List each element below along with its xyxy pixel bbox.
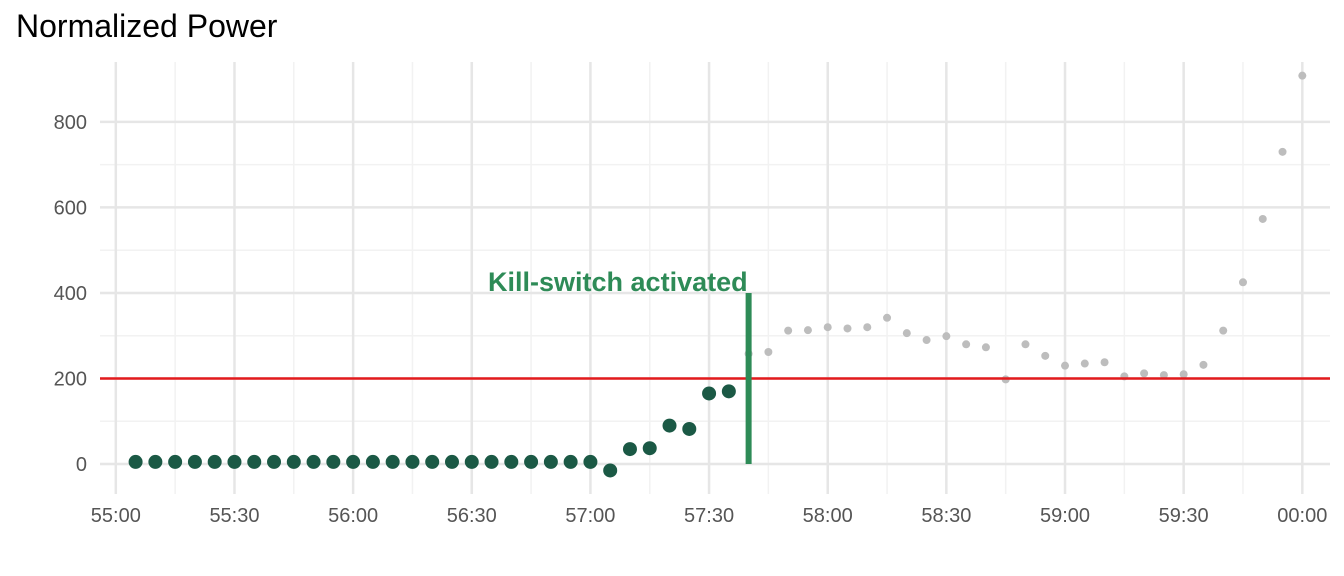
x-tick-label: 56:30 <box>447 505 497 527</box>
data-point-after-kill <box>843 324 852 333</box>
data-point-after-kill <box>1298 71 1307 80</box>
data-point-before-kill <box>148 454 163 469</box>
data-point-after-kill <box>764 347 773 356</box>
data-point-after-kill <box>902 329 911 338</box>
x-tick-label: 57:30 <box>684 505 734 527</box>
y-tick-label: 800 <box>54 112 87 134</box>
data-point-before-kill <box>444 454 459 469</box>
x-tick-label: 58:00 <box>803 505 853 527</box>
data-point-before-kill <box>721 384 736 399</box>
data-point-after-kill <box>803 326 812 335</box>
data-point-before-kill <box>563 454 578 469</box>
data-point-after-kill <box>1140 369 1149 378</box>
data-point-after-kill <box>942 332 951 341</box>
y-tick-label: 400 <box>54 283 87 305</box>
data-point-before-kill <box>405 454 420 469</box>
data-point-before-kill <box>187 454 202 469</box>
x-tick-label: 59:00 <box>1040 505 1090 527</box>
x-tick-label: 00:00 <box>1277 505 1327 527</box>
data-point-after-kill <box>1021 340 1030 349</box>
data-point-before-kill <box>227 454 242 469</box>
x-tick-label: 55:00 <box>91 505 141 527</box>
data-point-before-kill <box>583 454 598 469</box>
data-point-before-kill <box>306 454 321 469</box>
y-tick-label: 600 <box>54 197 87 219</box>
data-point-after-kill <box>863 323 872 332</box>
y-tick-label: 0 <box>76 454 87 476</box>
data-point-after-kill <box>1199 360 1208 369</box>
x-tick-label: 55:30 <box>209 505 259 527</box>
data-point-before-kill <box>326 454 341 469</box>
data-point-after-kill <box>1041 351 1050 360</box>
data-point-before-kill <box>464 454 479 469</box>
x-tick-label: 57:00 <box>565 505 615 527</box>
data-point-after-kill <box>883 313 892 322</box>
data-point-before-kill <box>622 442 637 457</box>
data-point-before-kill <box>543 454 558 469</box>
data-point-after-kill <box>1278 147 1287 156</box>
data-point-before-kill <box>662 418 677 433</box>
data-point-after-kill <box>981 343 990 352</box>
data-point-before-kill <box>267 454 282 469</box>
data-point-after-kill <box>1179 370 1188 379</box>
data-point-before-kill <box>504 454 519 469</box>
data-point-before-kill <box>286 454 301 469</box>
data-point-before-kill <box>247 454 262 469</box>
data-point-before-kill <box>168 454 183 469</box>
data-point-before-kill <box>524 454 539 469</box>
data-point-after-kill <box>1080 359 1089 368</box>
data-point-before-kill <box>346 454 361 469</box>
data-point-before-kill <box>365 454 380 469</box>
data-point-after-kill <box>1219 326 1228 335</box>
data-point-before-kill <box>128 454 143 469</box>
data-point-after-kill <box>1238 278 1247 287</box>
data-point-before-kill <box>207 454 222 469</box>
kill-switch-label: Kill-switch activated <box>488 267 748 297</box>
data-point-after-kill <box>1258 214 1267 223</box>
data-point-after-kill <box>962 340 971 349</box>
data-point-after-kill <box>922 336 931 345</box>
chart-title: Normalized Power <box>16 8 278 44</box>
data-point-after-kill <box>1061 361 1070 370</box>
data-point-after-kill <box>784 326 793 335</box>
data-point-before-kill <box>484 454 499 469</box>
data-point-after-kill <box>1159 371 1168 380</box>
data-point-before-kill <box>682 421 697 436</box>
data-point-after-kill <box>823 323 832 332</box>
data-point-before-kill <box>385 454 400 469</box>
y-tick-label: 200 <box>54 369 87 391</box>
data-point-before-kill <box>425 454 440 469</box>
data-point-after-kill <box>1100 358 1109 367</box>
data-point-before-kill <box>642 441 657 456</box>
data-point-before-kill <box>603 463 618 478</box>
x-tick-label: 56:00 <box>328 505 378 527</box>
x-tick-label: 58:30 <box>921 505 971 527</box>
x-tick-label: 59:30 <box>1159 505 1209 527</box>
data-point-before-kill <box>702 386 717 401</box>
